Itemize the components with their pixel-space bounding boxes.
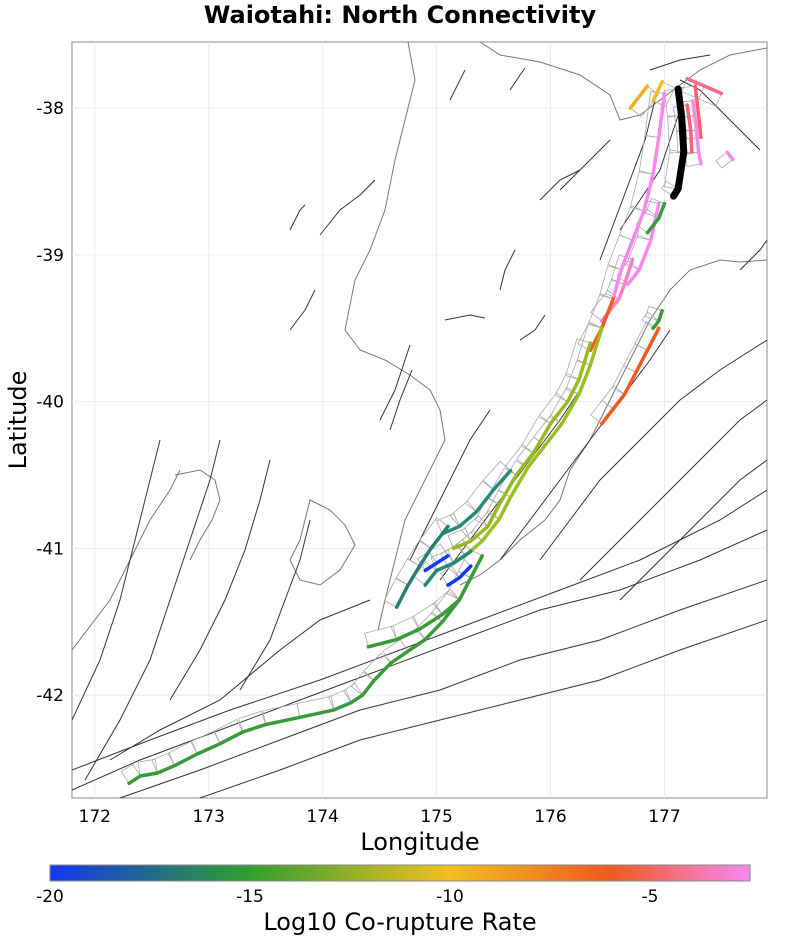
x-tick-label: 177	[648, 807, 680, 827]
corupture-fault-trace	[423, 549, 473, 587]
corupture-fault-trace	[691, 98, 703, 166]
y-axis-ticks: -38 -39 -40 -41 -42	[36, 99, 64, 706]
colorbar-label: Log10 Co-rupture Rate	[263, 908, 536, 936]
chart-title: Waiotahi: North Connectivity	[204, 1, 597, 29]
corupture-fault-trace	[366, 554, 484, 649]
corupture-fault-trace	[693, 84, 703, 140]
corupture-fault-trace	[651, 308, 664, 331]
corupture-fault-trace	[446, 564, 473, 587]
y-tick-label: -39	[36, 246, 64, 266]
corupture-fault-trace	[440, 468, 513, 536]
colorbar	[49, 864, 751, 882]
corupture-fault-trace	[628, 84, 650, 110]
y-axis-label: Latitude	[4, 371, 32, 470]
corupture-fault-trace	[725, 150, 735, 162]
y-tick-label: -41	[36, 539, 64, 559]
corupture-fault-trace	[685, 103, 694, 154]
corupture-fault-trace	[127, 598, 462, 786]
corupture-fault-trace	[600, 326, 661, 426]
corupture-fault-trace	[394, 524, 450, 609]
plot-area	[71, 41, 768, 799]
corupture-fault-trace	[685, 76, 724, 96]
y-tick-label: -42	[36, 686, 64, 706]
colorbar-tick-label: -20	[36, 887, 64, 907]
colorbar-ticks: -20 -15 -10 -5	[36, 887, 658, 907]
x-tick-label: 175	[420, 807, 452, 827]
y-tick-label: -40	[36, 393, 64, 413]
highlighted-faults	[127, 76, 735, 786]
corupture-fault-trace	[423, 554, 450, 573]
gridlines	[72, 42, 767, 798]
x-tick-label: 176	[534, 807, 566, 827]
corupture-fault-trace	[446, 326, 604, 568]
colorbar-tick-label: -10	[436, 887, 464, 907]
colorbar-tick-label: -15	[236, 887, 264, 907]
coastline	[72, 42, 767, 651]
corupture-fault-trace	[651, 79, 664, 103]
x-axis-label: Longitude	[360, 828, 479, 856]
corupture-fault-trace	[611, 91, 667, 301]
corupture-fault-trace	[451, 341, 593, 551]
y-tick-label: -38	[36, 99, 64, 119]
x-tick-label: 174	[306, 807, 338, 827]
x-axis-ticks: 172 173 174 175 176 177	[79, 807, 681, 827]
x-tick-label: 173	[192, 807, 224, 827]
source-fault-trace	[670, 85, 688, 200]
corupture-fault-trace	[645, 201, 667, 235]
colorbar-tick-label: -5	[642, 887, 659, 907]
fault-traces	[72, 54, 767, 798]
x-tick-label: 172	[79, 807, 111, 827]
